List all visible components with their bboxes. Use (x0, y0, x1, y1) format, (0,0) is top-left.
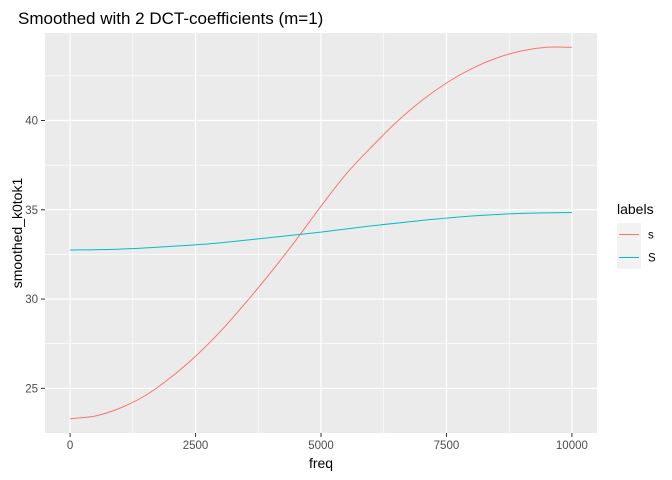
x-axis: 0 2500 5000 7500 10000 (67, 433, 588, 452)
series-line-S (70, 211, 572, 251)
series-line-s (70, 46, 572, 420)
x-tick-label: 5000 (308, 440, 334, 452)
legend-label-S: S (648, 253, 656, 265)
x-tick-label: 10000 (556, 440, 588, 452)
legend-label-s: s (648, 230, 654, 242)
x-axis-title: freq (309, 455, 333, 471)
y-tick-label: 30 (25, 294, 38, 306)
y-tick-label: 35 (25, 205, 38, 217)
x-tick-label: 2500 (183, 440, 209, 452)
y-axis-title: smoothed_k0tok1 (9, 178, 25, 289)
legend: labels sS (617, 201, 656, 269)
major-gridlines (45, 33, 597, 433)
x-tick-label: 7500 (434, 440, 460, 452)
legend-title: labels (617, 201, 654, 217)
y-tick-label: 25 (25, 383, 38, 395)
y-tick-label: 40 (25, 116, 38, 128)
y-axis: 25 30 35 40 (25, 116, 45, 395)
x-tick-label: 0 (67, 440, 73, 452)
series-layer (70, 46, 572, 420)
chart-title: Smoothed with 2 DCT-coefficients (m=1) (18, 9, 323, 28)
